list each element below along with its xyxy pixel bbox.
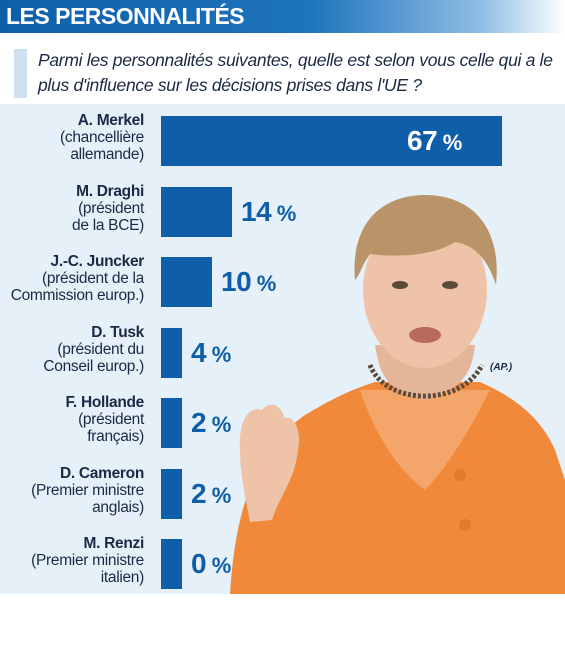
value-label: 2 %: [191, 477, 231, 509]
category-name: J.-C. Juncker: [50, 253, 145, 270]
survey-question: Parmi les personnalités suivantes, quell…: [38, 50, 553, 95]
bar: [161, 468, 182, 519]
category-label: A. Merkel (chancellière allemande): [0, 112, 144, 163]
bar: [161, 327, 182, 378]
panel-bottom-edge: [0, 594, 565, 595]
category-role: (président: [78, 199, 144, 217]
value-label: 4 %: [191, 336, 231, 368]
category-name: M. Renzi: [83, 535, 145, 552]
category-role: (président de la: [41, 270, 144, 287]
category-role: anglais): [92, 498, 144, 516]
category-role: italien): [100, 569, 145, 586]
header-title: LES PERSONNALITÉS: [6, 3, 245, 29]
header-banner: LES PERSONNALITÉS: [0, 0, 565, 33]
value-label: 67 %: [407, 125, 462, 156]
category-name: D. Tusk: [91, 323, 144, 341]
category-label: D. Tusk (président du Conseil europ.): [0, 324, 144, 375]
category-name: D. Cameron: [60, 464, 144, 482]
bar: [161, 398, 182, 448]
category-role: (Premier ministre: [31, 552, 144, 569]
category-role: Commission europ.): [10, 287, 145, 304]
category-role: (Premier ministre: [31, 481, 144, 499]
bar: [161, 539, 182, 589]
category-label: F. Hollande (président français): [0, 394, 144, 445]
value-label: 10 %: [221, 266, 276, 297]
bar: [161, 186, 232, 237]
category-role: (chancellière: [60, 129, 144, 146]
category-role: Conseil europ.): [43, 357, 144, 375]
category-name: M. Draghi: [76, 182, 144, 200]
value-label: 14 %: [241, 195, 296, 227]
bar: [161, 116, 502, 166]
category-role: (président: [78, 411, 144, 428]
merkel-photo: [230, 195, 565, 594]
category-label: D. Cameron (Premier ministre anglais): [0, 465, 144, 516]
question-accent-bar: [14, 49, 27, 98]
category-label: M. Renzi (Premier ministre italien): [0, 535, 144, 586]
category-role: de la BCE): [72, 216, 144, 234]
value-label: 0 %: [191, 548, 231, 579]
category-name: A. Merkel: [77, 112, 145, 129]
category-role: français): [87, 428, 144, 445]
category-role: (président du: [57, 340, 144, 358]
bar: [161, 257, 212, 307]
value-label: 2 %: [191, 407, 231, 438]
category-label: M. Draghi (président de la BCE): [0, 183, 144, 234]
category-name: F. Hollande: [65, 394, 144, 411]
category-role: allemande): [70, 146, 144, 163]
category-label: J.-C. Juncker (président de la Commission …: [0, 253, 145, 304]
photo-credit: (AP.): [490, 362, 513, 373]
